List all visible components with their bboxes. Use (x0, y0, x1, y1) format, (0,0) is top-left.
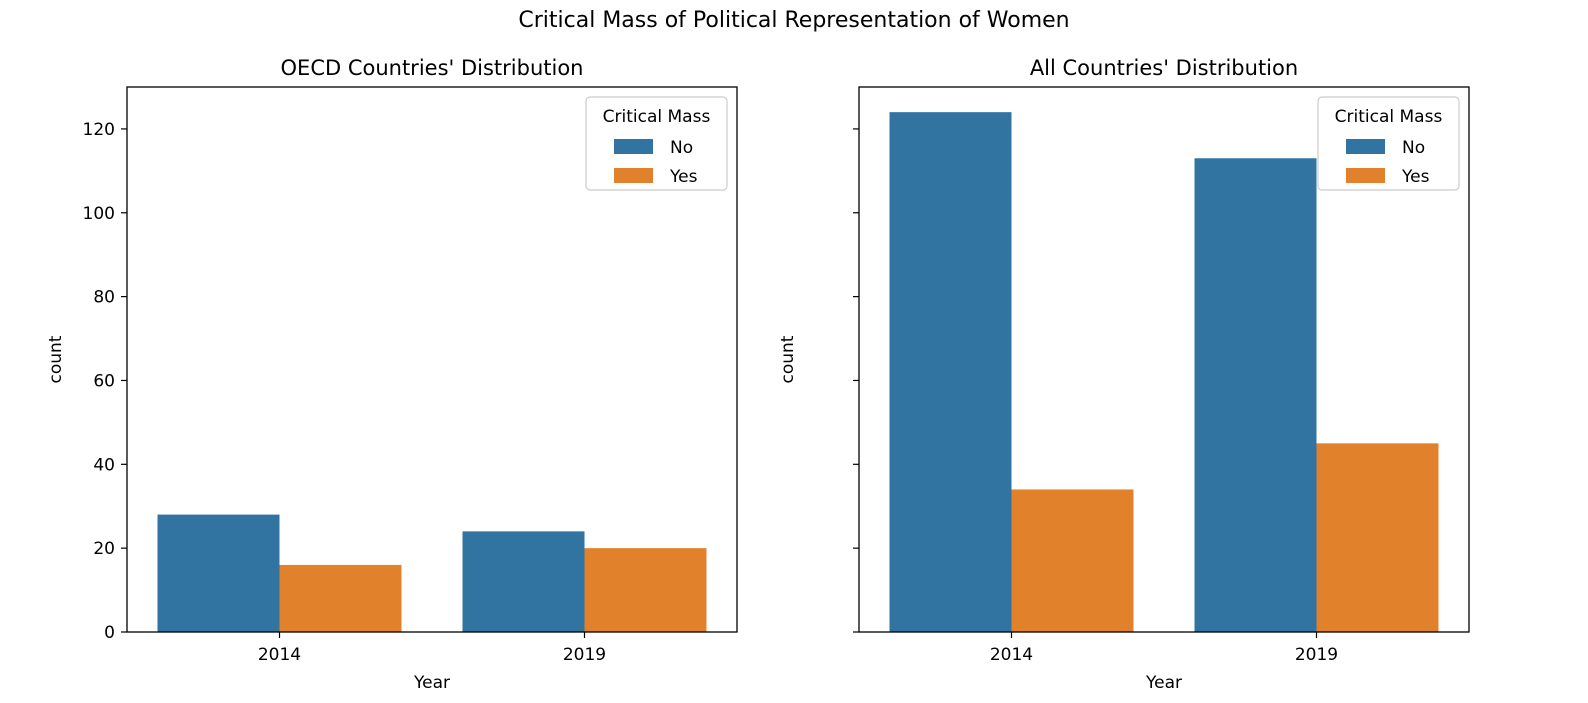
x-axis-label: Year (1145, 673, 1182, 693)
bar-yes-2019 (1316, 443, 1439, 632)
axes-frame (858, 86, 1470, 633)
x-tick-label: 2014 (258, 645, 301, 665)
chart-panel-2: 2014 2019 Year count All Countries' Distribu… (778, 56, 1470, 693)
legend: Critical Mass No Yes (585, 96, 728, 191)
x-tick-label: 2019 (563, 645, 606, 665)
bar-yes-2019 (584, 548, 707, 632)
legend-title: Critical Mass (1335, 107, 1443, 127)
x-axis-label: Year (413, 673, 450, 693)
legend-box (1317, 96, 1460, 191)
y-tick-label: 0 (104, 623, 115, 643)
figure-suptitle: Critical Mass of Political Representatio… (518, 8, 1070, 33)
x-tick-label: 2019 (1295, 645, 1338, 665)
legend-swatch-yes (614, 168, 653, 183)
axes-frame (126, 86, 738, 633)
legend-label-yes: Yes (1401, 167, 1430, 187)
bar-no-2014 (889, 112, 1012, 632)
legend: Critical Mass No Yes (1317, 96, 1460, 191)
legend-swatch-no (1346, 139, 1385, 154)
panel-title: OECD Countries' Distribution (281, 56, 584, 80)
y-tick-label: 100 (83, 204, 115, 224)
legend-label-no: No (670, 138, 693, 158)
y-tick-label: 20 (93, 539, 115, 559)
y-axis-label: count (46, 335, 66, 383)
chart-panel-1: 0 20 40 60 80 100 120 2014 2019 Year count OECD Cou… (46, 56, 738, 693)
bar-yes-2014 (1011, 489, 1134, 632)
legend-label-no: No (1402, 138, 1425, 158)
y-tick-label: 80 (93, 288, 115, 308)
legend-swatch-yes (1346, 168, 1385, 183)
legend-label-yes: Yes (669, 167, 698, 187)
legend-title: Critical Mass (603, 107, 711, 127)
y-tick-label: 40 (93, 455, 115, 475)
bar-no-2019 (1194, 158, 1317, 632)
x-tick-label: 2014 (990, 645, 1033, 665)
bar-yes-2014 (279, 564, 402, 632)
bar-no-2014 (157, 514, 280, 632)
legend-swatch-no (614, 139, 653, 154)
bar-no-2019 (462, 531, 585, 632)
y-tick-label: 120 (83, 120, 115, 140)
y-tick-label: 60 (93, 371, 115, 391)
y-axis-label: count (778, 335, 798, 383)
legend-box (585, 96, 728, 191)
panel-title: All Countries' Distribution (1030, 56, 1298, 80)
